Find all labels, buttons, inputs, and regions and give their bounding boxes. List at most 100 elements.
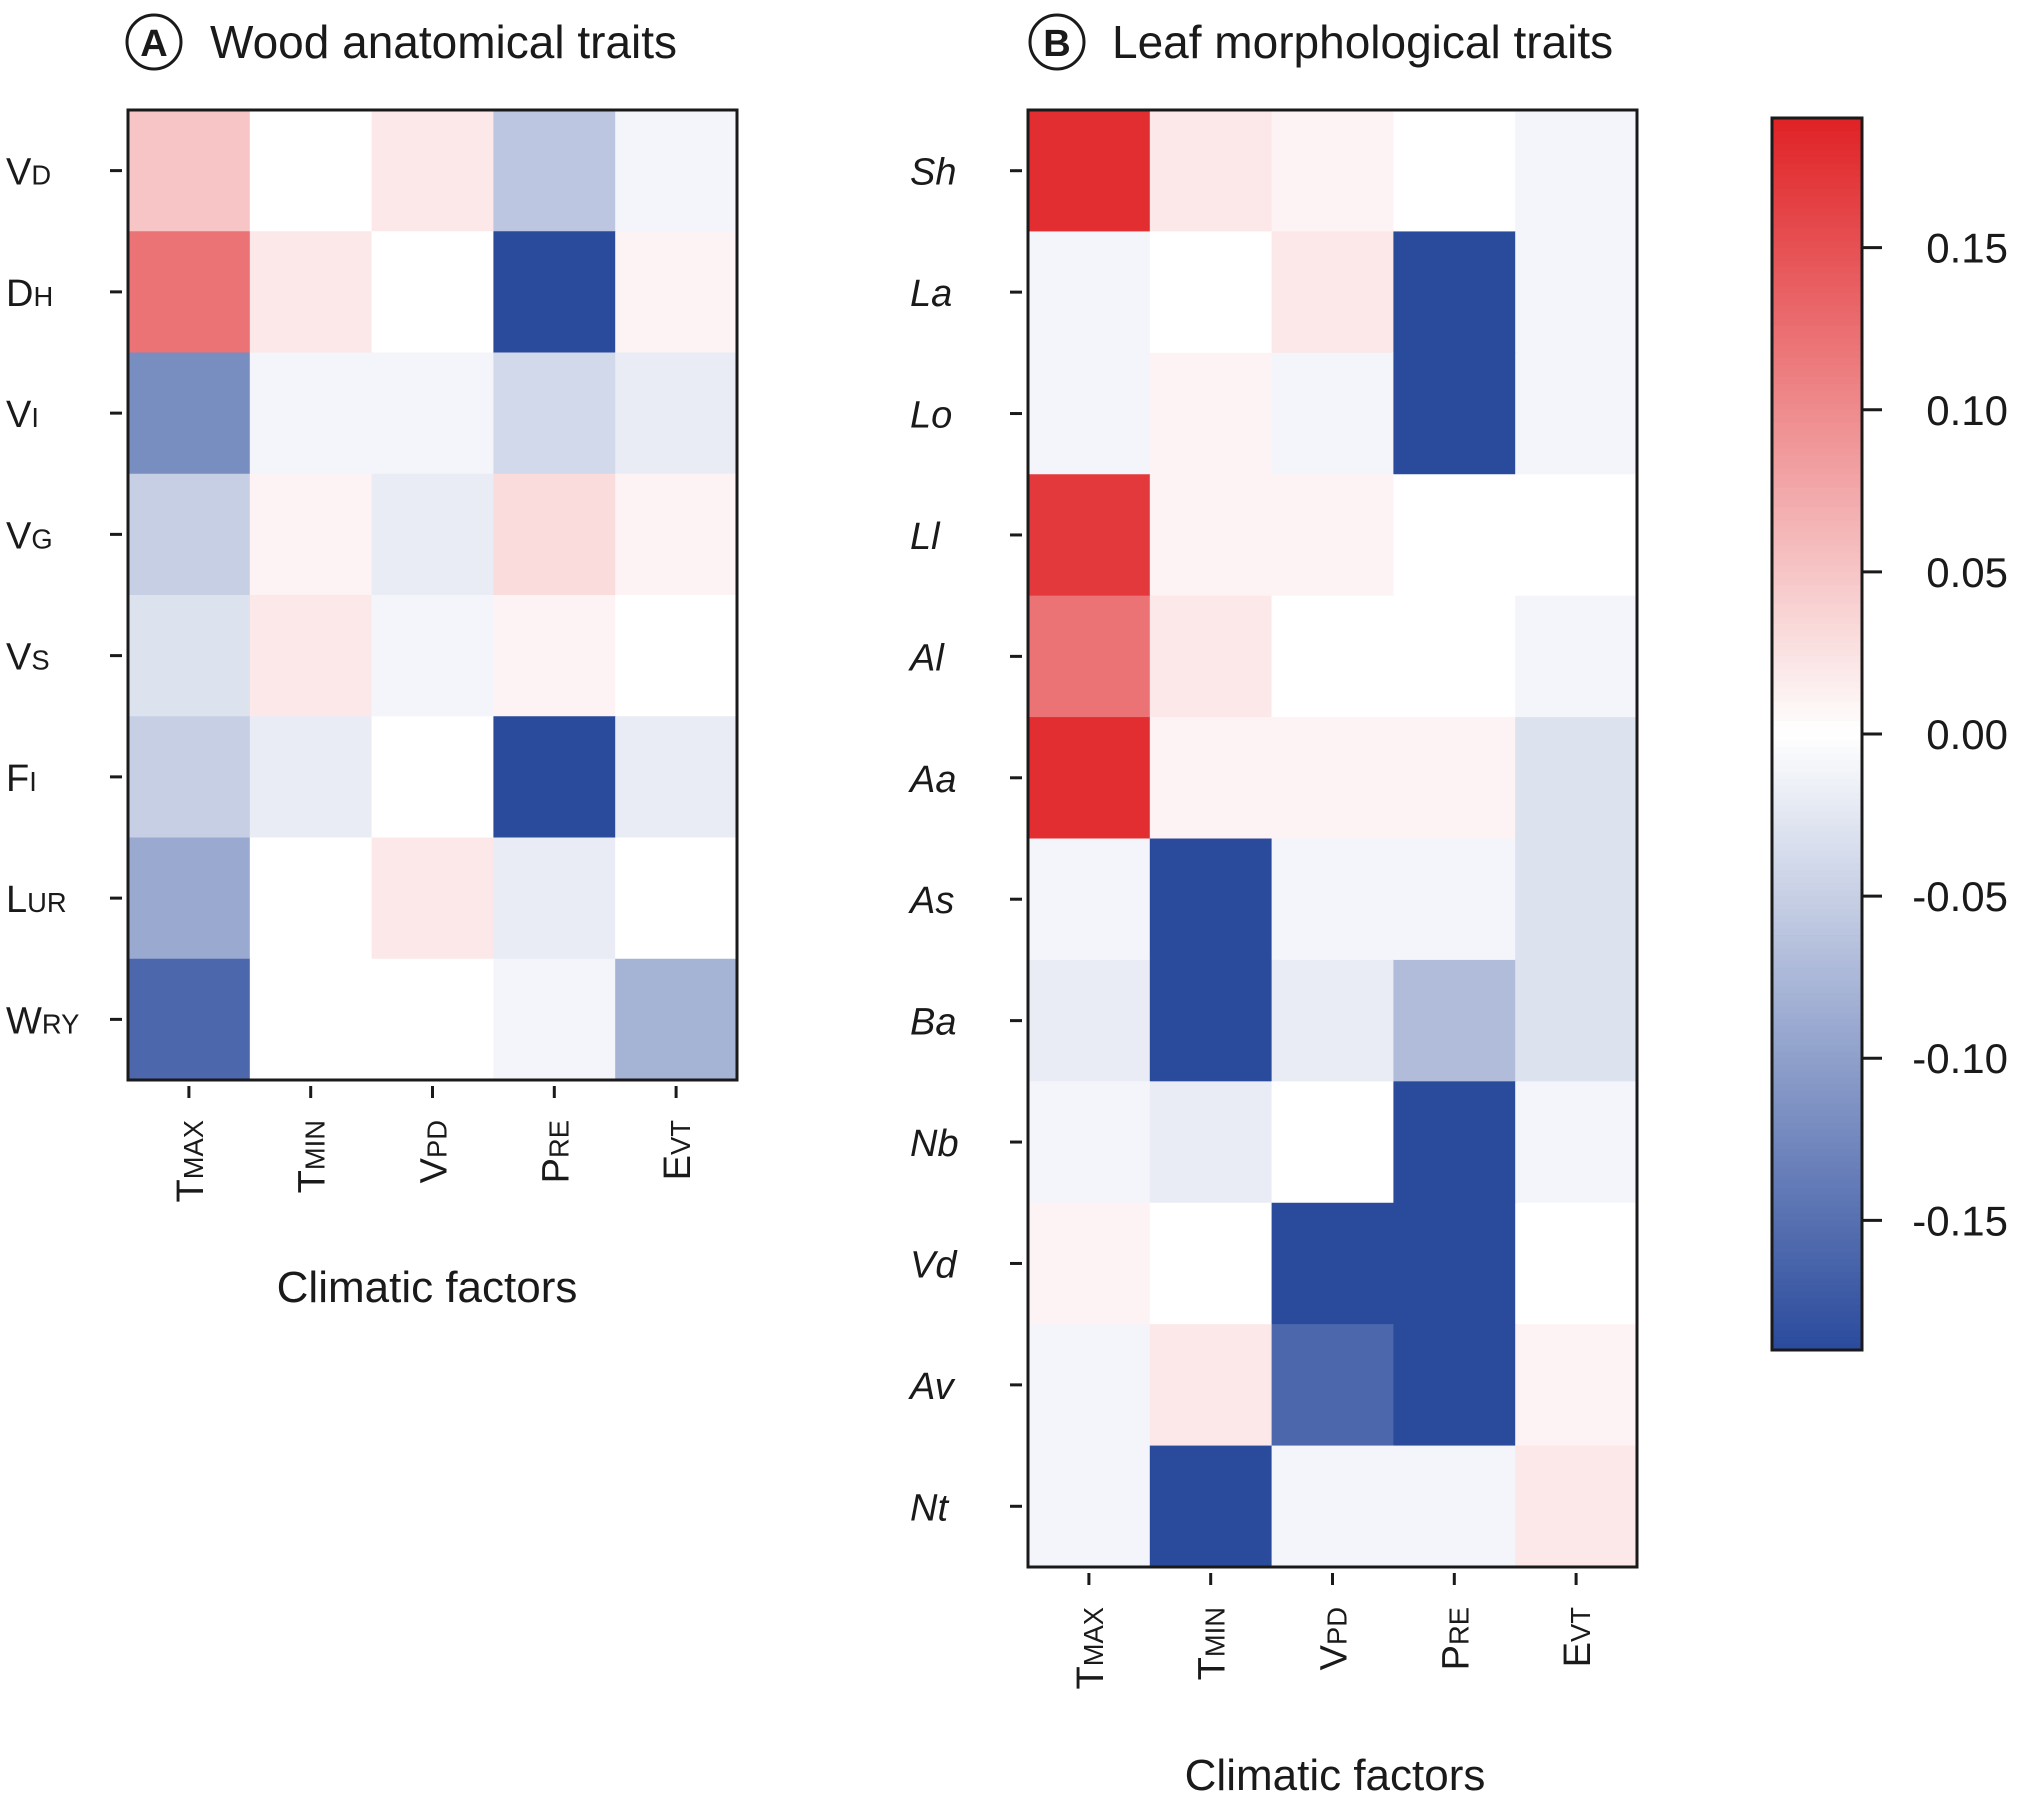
colorbar-strip [1772,1045,1862,1053]
heatmap-cell [371,716,494,839]
colorbar-strip [1772,734,1862,742]
colorbar-strip [1772,442,1862,450]
heatmap-cell [615,595,738,717]
colorbar-strip [1772,759,1862,768]
heatmap-cell [249,958,373,1081]
heatmap-cell [615,716,738,839]
colorbar-strip [1772,909,1862,917]
colorbar-strip [1772,1324,1862,1332]
heatmap-cell [249,352,373,475]
y-tick-label: WRY [6,1000,79,1042]
heatmap-cell [1028,352,1151,475]
colorbar-strip [1772,798,1862,807]
heatmap-cell [128,473,251,596]
y-tick-label: Nt [910,1487,949,1529]
panel-a-frame [126,108,739,1082]
colorbar-strip [1772,331,1862,340]
heatmap-cell [1515,474,1638,597]
heatmap-cell [1149,959,1273,1082]
colorbar-strip [1772,792,1862,800]
colorbar-strip [1772,319,1862,327]
heatmap-cell [128,958,251,1081]
colorbar-strip [1772,1181,1862,1189]
heatmap-cell [615,352,738,475]
colorbar-strip [1772,682,1862,690]
colorbar-strip [1772,915,1862,923]
colorbar-strip [1772,656,1862,664]
colorbar-strip [1772,967,1862,975]
colorbar-strip [1772,1038,1862,1047]
heatmap-cell [128,352,251,475]
panel-b-cells [1028,110,1638,1568]
colorbar-strip [1772,1058,1862,1066]
heatmap-cell [1271,1081,1394,1204]
heatmap-cell [493,837,616,960]
colorbar-strip [1772,954,1862,962]
colorbar-strip [1772,591,1862,599]
colorbar-strip [1772,1090,1862,1098]
colorbar-strip [1772,1174,1862,1183]
y-tick-label: FI [6,758,37,800]
y-tick-label: Ba [910,1002,956,1044]
heatmap-cell [1028,1445,1151,1568]
y-tick-label: As [908,880,954,922]
panel-a-x-axis-title: Climatic factors [277,1263,578,1312]
colorbar-strip [1772,1207,1862,1215]
heatmap-cell [1515,595,1638,718]
colorbar-strip [1772,1194,1862,1202]
colorbar-strip [1772,1032,1862,1040]
x-tick-label: TMIN [1192,1607,1234,1680]
colorbar-strip [1772,947,1862,956]
y-tick-label: LUR [6,879,67,921]
colorbar-strip [1772,1161,1862,1170]
heatmap-cell [1028,110,1151,233]
y-tick-label: VS [6,637,50,679]
colorbar-strip [1772,1200,1862,1209]
colorbar-strip [1772,902,1862,910]
colorbar-strip [1772,532,1862,541]
colorbar-strip [1772,429,1862,437]
colorbar-strip [1772,474,1862,482]
colorbar-strip [1772,455,1862,463]
colorbar-strip [1772,669,1862,677]
colorbar-strip [1772,267,1862,275]
heatmap-cell [1393,110,1516,233]
colorbar-strip [1772,571,1862,580]
heatmap-cell [1271,1445,1394,1568]
colorbar-strip [1772,286,1862,294]
colorbar-strip [1772,1006,1862,1014]
colorbar-strip [1772,999,1862,1008]
colorbar-strip [1772,228,1862,236]
colorbar-strip [1772,312,1862,320]
colorbar-tick-label: 0.05 [1926,549,2008,596]
colorbar-strip [1772,1220,1862,1228]
colorbar-strip [1772,1265,1862,1273]
heatmap-cell [1393,838,1516,961]
colorbar-strip [1772,863,1862,871]
heatmap-cell [371,473,494,596]
colorbar-strip [1772,636,1862,645]
colorbar-strip [1772,1012,1862,1021]
colorbar-strip [1772,1330,1862,1338]
heatmap-cell [249,110,373,232]
colorbar-strip [1772,1343,1862,1351]
panel-b: B Leaf morphological traits Sh La Lo Ll Al Aa… [908,13,1639,1797]
heatmap-cell [1393,595,1516,718]
colorbar-strip [1772,150,1862,158]
colorbar-strip [1772,565,1862,573]
colorbar-strip [1772,461,1862,469]
colorbar-strip [1772,1142,1862,1150]
colorbar-strip [1772,1285,1862,1293]
colorbar-strip [1772,344,1862,353]
colorbar-strip [1772,1025,1862,1034]
colorbar-strip [1772,520,1862,528]
colorbar-strip [1772,1272,1862,1280]
colorbar-strip [1772,370,1862,379]
colorbar-strip [1772,973,1862,982]
heatmap-cell [1149,231,1273,354]
colorbar-strip [1772,1298,1862,1306]
heatmap-cell [1028,1202,1151,1325]
panel-b-x-labels: TMAX TMIN VPD PRE EVT [1070,1573,1599,1690]
heatmap-cell [493,716,616,839]
colorbar-strip [1772,1259,1862,1267]
